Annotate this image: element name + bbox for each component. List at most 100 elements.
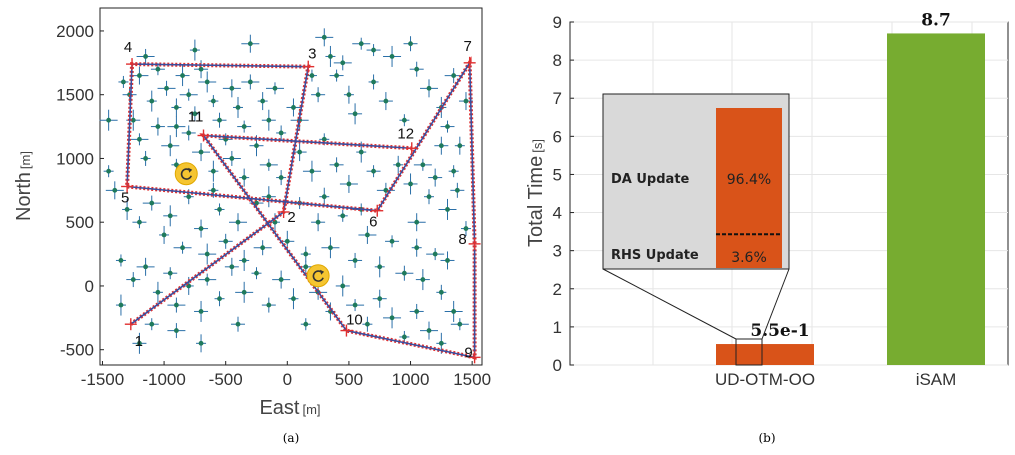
panel-b-caption: (b) bbox=[758, 431, 775, 445]
landmark-point bbox=[136, 48, 155, 64]
landmark-point bbox=[261, 109, 276, 131]
waypoint-label: 5 bbox=[121, 190, 129, 207]
landmark-point bbox=[198, 273, 217, 286]
landmark-point bbox=[420, 79, 439, 98]
landmark-point bbox=[167, 116, 186, 138]
ground-truth-trajectory bbox=[126, 60, 476, 359]
landmark-point bbox=[399, 114, 410, 127]
landmark-point bbox=[229, 213, 248, 232]
landmark-point bbox=[175, 65, 190, 87]
x-tick-label: 1500 bbox=[453, 370, 491, 389]
landmark-point bbox=[444, 300, 463, 322]
landmark-point bbox=[333, 55, 352, 71]
landmark-point bbox=[261, 186, 276, 208]
y-tick-label: 4 bbox=[553, 204, 562, 223]
panel-a-ylabel: North[m] bbox=[13, 151, 35, 221]
x-tick-label: -1500 bbox=[81, 370, 124, 389]
landmark-point bbox=[115, 294, 126, 316]
x-tick-label: 1000 bbox=[392, 370, 430, 389]
landmark-point bbox=[352, 37, 371, 50]
landmark-point bbox=[450, 182, 465, 198]
breakdown-inset: DA Update 96.4% RHS Update 3.6% bbox=[602, 93, 790, 366]
landmark-point bbox=[212, 112, 227, 128]
landmark-point bbox=[253, 240, 272, 256]
x-tick-label: UD-OTM-OO bbox=[715, 370, 815, 389]
landmark-point bbox=[315, 28, 334, 47]
landmark-point bbox=[448, 165, 459, 178]
landmark-point bbox=[300, 318, 311, 331]
landmark-point bbox=[159, 225, 170, 244]
panel-b-bar: 5.5e-1 8.7 0 1 2 3 4 5 6 7 8 9 UD-OTM-OO iSAM DA Up… bbox=[525, 10, 1009, 445]
landmark-point bbox=[208, 95, 219, 108]
y-tick-label: 0 bbox=[553, 356, 562, 375]
landmark-point bbox=[231, 316, 246, 332]
landmark-point bbox=[126, 272, 141, 288]
landmark-point bbox=[150, 63, 165, 76]
bar-value-label: 8.7 bbox=[921, 10, 951, 30]
trajectory bbox=[125, 56, 477, 360]
landmark-point bbox=[436, 284, 447, 300]
landmark-point bbox=[237, 120, 252, 133]
landmark-point bbox=[411, 238, 422, 257]
landmark-point bbox=[142, 195, 161, 211]
landmark-point bbox=[259, 158, 278, 171]
inset-segment-value: 3.6% bbox=[731, 250, 767, 266]
y-tick-label: 1000 bbox=[56, 149, 94, 168]
landmark-point bbox=[393, 155, 404, 174]
landmark-point bbox=[428, 168, 443, 187]
landmark-point bbox=[311, 213, 326, 232]
waypoint-label: 11 bbox=[188, 109, 204, 126]
landmark-point bbox=[343, 85, 354, 104]
landmark-point bbox=[403, 36, 418, 52]
panel-b-xticks: UD-OTM-OO iSAM bbox=[715, 370, 956, 389]
landmark-point bbox=[239, 168, 250, 187]
waypoint-label: 8 bbox=[458, 231, 466, 248]
landmark-point bbox=[173, 241, 192, 254]
landmark-point bbox=[329, 69, 344, 82]
landmark-point bbox=[409, 61, 424, 77]
y-tick-label: 1 bbox=[553, 318, 562, 337]
landmark-point bbox=[346, 299, 365, 312]
y-tick-label: -500 bbox=[60, 341, 94, 360]
bar-value-label: 5.5e-1 bbox=[750, 321, 809, 341]
landmark-point bbox=[249, 135, 264, 157]
landmark-point bbox=[337, 209, 348, 222]
landmark-point bbox=[339, 174, 358, 193]
waypoint-label: 2 bbox=[287, 209, 295, 226]
y-tick-label: 1500 bbox=[56, 86, 94, 105]
landmark-point bbox=[194, 219, 209, 238]
waypoint-label: 10 bbox=[346, 312, 363, 329]
rotate-icon bbox=[306, 264, 330, 288]
panel-b-ylabel: Total Time[s] bbox=[525, 139, 547, 247]
landmark-point bbox=[235, 281, 254, 303]
landmark-point bbox=[218, 233, 233, 249]
landmark-point bbox=[415, 269, 430, 291]
landmark-point bbox=[372, 289, 387, 308]
landmark-point bbox=[358, 225, 377, 244]
panel-a-xlabel: East [m] bbox=[259, 397, 320, 419]
landmark-point bbox=[214, 291, 225, 307]
landmark-point bbox=[257, 92, 268, 111]
landmark-point bbox=[157, 80, 176, 96]
panel-b-bars: 5.5e-1 8.7 bbox=[716, 10, 985, 365]
inset-segment-name: RHS Update bbox=[611, 248, 699, 263]
landmark-point bbox=[366, 165, 381, 178]
landmark-point bbox=[395, 265, 414, 281]
y-tick-label: 3 bbox=[553, 242, 562, 261]
landmark-point bbox=[325, 45, 336, 67]
landmark-point bbox=[385, 235, 400, 248]
landmark-point bbox=[167, 323, 186, 339]
landmark-point bbox=[335, 275, 350, 297]
landmark-point bbox=[118, 75, 129, 88]
landmark-point bbox=[407, 213, 426, 232]
y-tick-label: 2 bbox=[553, 280, 562, 299]
landmark-point bbox=[348, 252, 363, 268]
y-tick-label: 6 bbox=[553, 127, 562, 146]
landmark-point bbox=[146, 90, 157, 112]
landmark-point bbox=[426, 248, 445, 261]
y-tick-label: 0 bbox=[85, 277, 94, 296]
panel-a-axes-box bbox=[99, 7, 483, 366]
y-tick-label: 7 bbox=[553, 89, 562, 108]
